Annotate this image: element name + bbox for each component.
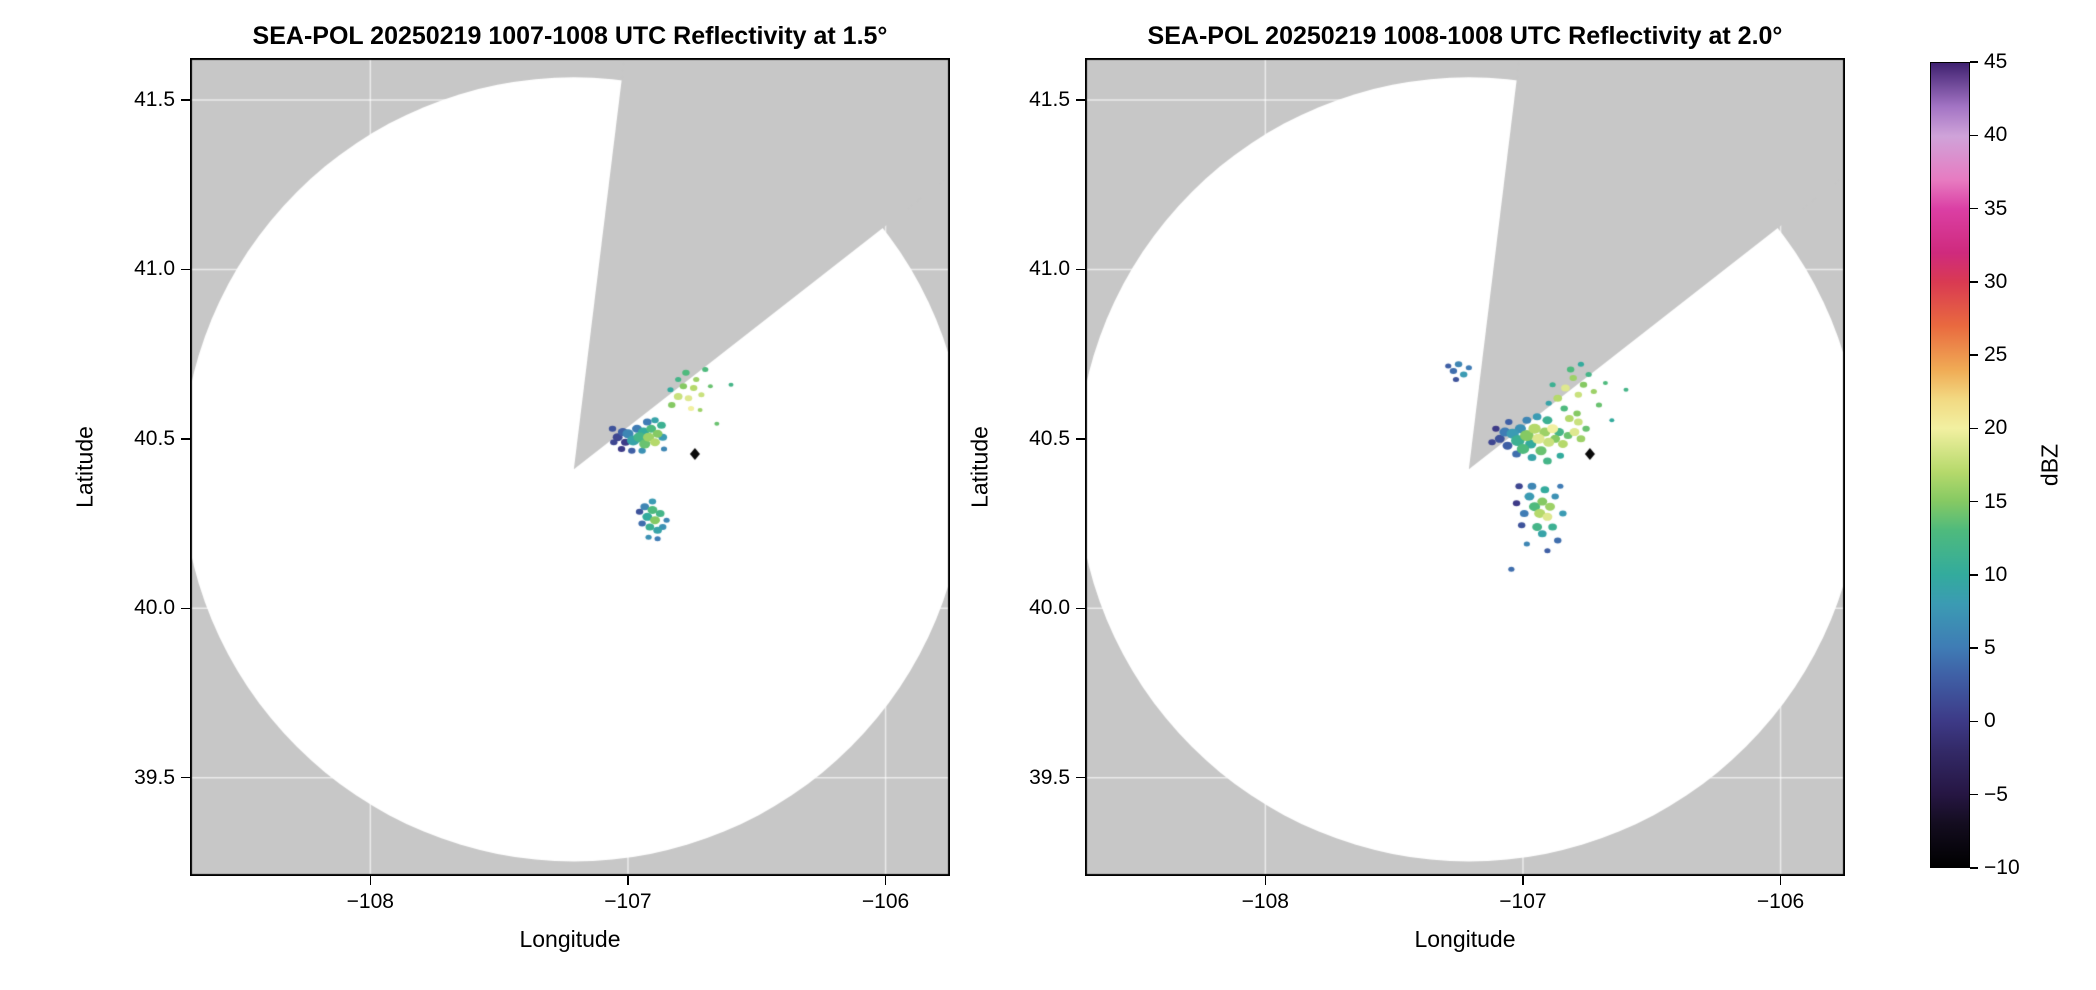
y-tick-label: 40.0	[134, 596, 175, 620]
x-tick-mark	[1779, 876, 1782, 885]
x-axis-label: Longitude	[1414, 926, 1516, 952]
colorbar-tick-label: 35	[1984, 196, 2008, 220]
colorbar-tick-label: 15	[1984, 489, 2008, 513]
y-tick-label: 40.5	[134, 426, 175, 450]
y-tick-label: 39.5	[134, 765, 175, 789]
colorbar-tick-mark	[1970, 574, 1978, 576]
y-tick-mark	[1076, 438, 1085, 440]
colorbar-tick-mark	[1970, 720, 1978, 723]
y-tick-label: 41.5	[134, 88, 175, 112]
x-tick-mark	[1522, 876, 1524, 885]
panel-title: SEA-POL 20250219 1007-1008 UTC Reflectiv…	[252, 22, 888, 50]
colorbar-tick-mark	[1970, 134, 1978, 137]
colorbar-tick-mark	[1970, 867, 1978, 869]
colorbar-tick-label: 5	[1984, 636, 1996, 660]
colorbar-tick-mark	[1970, 427, 1978, 430]
x-tick-mark	[369, 876, 372, 885]
y-tick-label: 41.5	[1029, 88, 1070, 112]
panel-title: SEA-POL 20250219 1008-1008 UTC Reflectiv…	[1147, 22, 1783, 50]
y-tick-mark	[181, 99, 190, 101]
colorbar-tick-mark	[1970, 281, 1978, 283]
x-tick-mark	[627, 876, 629, 885]
colorbar-tick-mark	[1970, 354, 1978, 356]
radar-plot-canvas	[1085, 58, 1845, 876]
x-tick-mark	[884, 876, 887, 885]
y-tick-label: 40.0	[1029, 596, 1070, 620]
colorbar-tick-label: −10	[1984, 856, 2020, 879]
y-tick-label: 39.5	[1029, 765, 1070, 789]
y-tick-label: 41.0	[134, 257, 175, 281]
radar-plot-canvas	[190, 58, 950, 876]
y-tick-mark	[181, 438, 190, 440]
y-axis-label: Latitude	[71, 426, 98, 508]
colorbar-tick-label: 40	[1984, 123, 2008, 147]
colorbar-unit-label: dBZ	[2036, 443, 2063, 487]
y-tick-mark	[1076, 607, 1085, 610]
x-tick-label: −107	[1499, 890, 1547, 913]
colorbar-gradient	[1930, 62, 1970, 868]
colorbar-tick-label: 0	[1984, 709, 1996, 733]
colorbar-tick-mark	[1970, 500, 1978, 503]
x-tick-label: −108	[346, 890, 394, 913]
y-tick-mark	[1076, 268, 1085, 271]
colorbar-tick-label: 20	[1984, 416, 2008, 440]
x-tick-mark	[1264, 876, 1267, 885]
colorbar-tick-mark	[1970, 207, 1978, 210]
colorbar-tick-label: 45	[1984, 50, 2008, 73]
x-tick-label: −108	[1241, 890, 1289, 913]
y-tick-mark	[181, 607, 190, 610]
y-tick-mark	[181, 776, 190, 779]
colorbar-tick-mark	[1970, 647, 1978, 649]
y-tick-mark	[1076, 776, 1085, 779]
colorbar-tick-label: 30	[1984, 269, 2008, 293]
y-tick-mark	[1076, 99, 1085, 101]
colorbar-tick-mark	[1970, 793, 1978, 796]
x-tick-label: −106	[1756, 890, 1805, 913]
y-axis-label: Latitude	[966, 426, 993, 508]
colorbar-tick-label: 25	[1984, 343, 2008, 367]
x-axis-label: Longitude	[519, 926, 621, 952]
y-tick-label: 40.5	[1029, 426, 1070, 450]
colorbar-tick-label: 10	[1984, 562, 2008, 586]
colorbar-tick-mark	[1970, 61, 1978, 63]
x-tick-label: −106	[861, 890, 910, 913]
y-tick-label: 41.0	[1029, 257, 1070, 281]
x-tick-label: −107	[604, 890, 652, 913]
y-tick-mark	[181, 268, 190, 271]
colorbar-tick-label: −5	[1984, 782, 2008, 806]
